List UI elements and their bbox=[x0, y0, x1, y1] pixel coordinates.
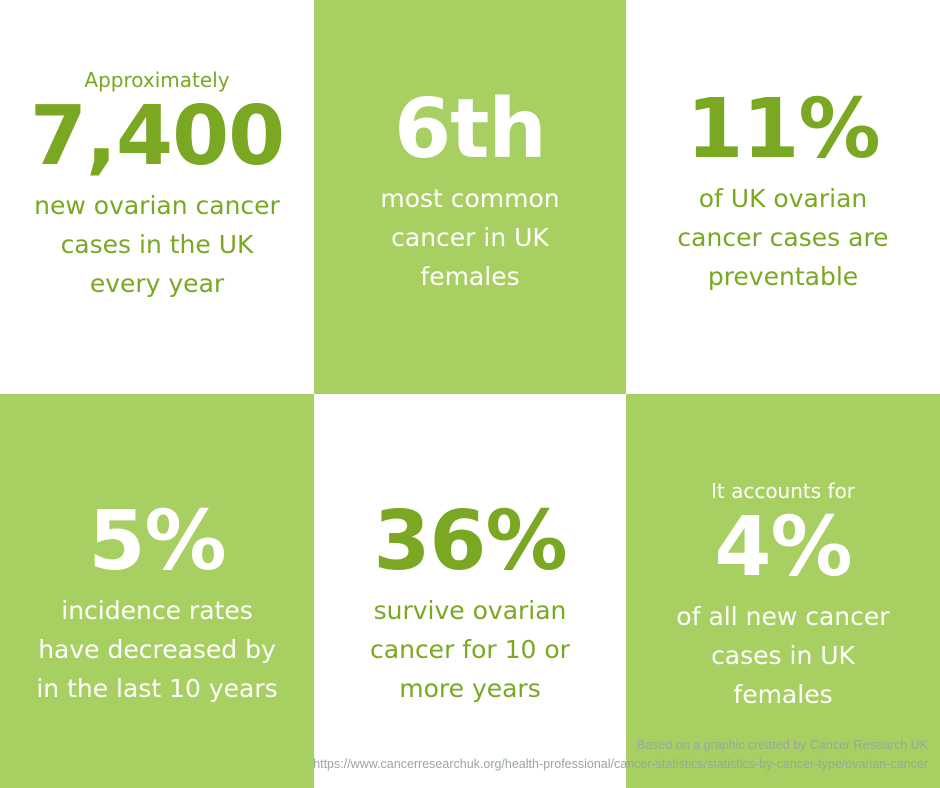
stat-prefix: Approximately bbox=[84, 67, 230, 92]
stat-description: survive ovarian cancer for 10 or more ye… bbox=[370, 595, 570, 703]
stat-prefix: It accounts for bbox=[710, 478, 856, 503]
source-credit: Based on a graphic created by Cancer Res… bbox=[313, 736, 928, 774]
credit-line: Based on a graphic created by Cancer Res… bbox=[636, 738, 928, 752]
stat-value: 5% bbox=[88, 493, 226, 589]
stat-card-rank: 6th most common cancer in UK females bbox=[314, 0, 626, 394]
stat-description: of all new cancer cases in UK females bbox=[676, 601, 890, 709]
stat-description: most common cancer in UK females bbox=[380, 183, 560, 291]
stat-value: 7,400 bbox=[29, 88, 285, 184]
stat-card-share: It accounts for 4% of all new cancer cas… bbox=[626, 394, 940, 788]
stat-description: new ovarian cancer cases in the UK every… bbox=[34, 190, 280, 298]
stat-value: 4% bbox=[714, 499, 852, 595]
source-url: https://www.cancerresearchuk.org/health-… bbox=[313, 757, 928, 771]
stat-description: incidence rates have decreased by in the… bbox=[36, 595, 278, 703]
stat-card-incidence: 5% incidence rates have decreased by in … bbox=[0, 394, 314, 788]
stat-description: of UK ovarian cancer cases are preventab… bbox=[677, 183, 889, 291]
stat-card-preventable: 11% of UK ovarian cancer cases are preve… bbox=[626, 0, 940, 394]
stat-card-new-cases: Approximately 7,400 new ovarian cancer c… bbox=[0, 0, 314, 394]
stat-value: 6th bbox=[394, 81, 547, 177]
stat-value: 36% bbox=[373, 493, 567, 589]
stat-value: 11% bbox=[686, 81, 880, 177]
stat-card-survival: 36% survive ovarian cancer for 10 or mor… bbox=[314, 394, 626, 788]
